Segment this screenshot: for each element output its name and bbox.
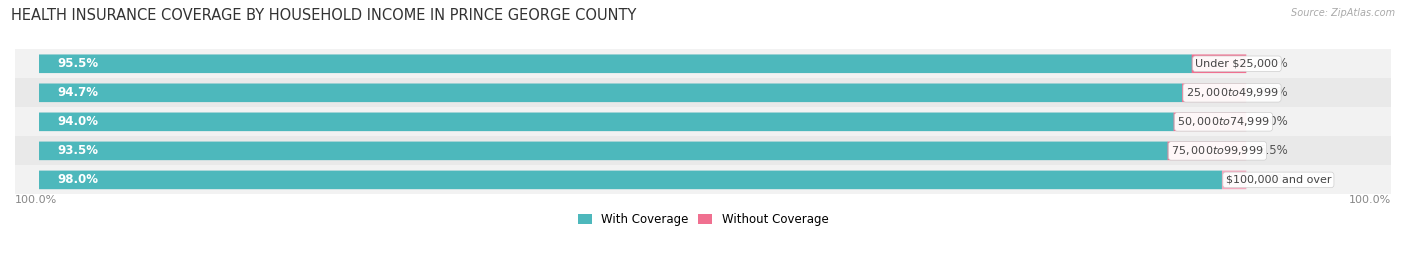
Text: 2.0%: 2.0% — [1258, 173, 1288, 186]
Text: Source: ZipAtlas.com: Source: ZipAtlas.com — [1291, 8, 1395, 18]
FancyBboxPatch shape — [39, 171, 1222, 189]
Bar — [15, 78, 1391, 107]
Text: Under $25,000: Under $25,000 — [1195, 59, 1278, 69]
Text: $50,000 to $74,999: $50,000 to $74,999 — [1177, 115, 1270, 128]
FancyBboxPatch shape — [1222, 171, 1246, 189]
Text: 93.5%: 93.5% — [58, 144, 98, 157]
Legend: With Coverage, Without Coverage: With Coverage, Without Coverage — [572, 208, 834, 231]
Text: 94.0%: 94.0% — [58, 115, 98, 128]
Text: 5.3%: 5.3% — [1258, 86, 1288, 99]
Text: 98.0%: 98.0% — [58, 173, 98, 186]
FancyBboxPatch shape — [39, 113, 1246, 131]
FancyBboxPatch shape — [1182, 83, 1246, 102]
FancyBboxPatch shape — [1174, 113, 1246, 131]
Text: HEALTH INSURANCE COVERAGE BY HOUSEHOLD INCOME IN PRINCE GEORGE COUNTY: HEALTH INSURANCE COVERAGE BY HOUSEHOLD I… — [11, 8, 637, 23]
Text: 100.0%: 100.0% — [15, 195, 58, 205]
FancyBboxPatch shape — [1192, 55, 1246, 73]
Bar — [15, 166, 1391, 194]
Text: 100.0%: 100.0% — [1348, 195, 1391, 205]
FancyBboxPatch shape — [39, 171, 1246, 189]
FancyBboxPatch shape — [39, 141, 1168, 160]
Bar — [15, 136, 1391, 166]
FancyBboxPatch shape — [39, 141, 1246, 160]
FancyBboxPatch shape — [39, 113, 1174, 131]
Text: 6.0%: 6.0% — [1258, 115, 1288, 128]
Text: $75,000 to $99,999: $75,000 to $99,999 — [1171, 144, 1264, 157]
FancyBboxPatch shape — [39, 55, 1192, 73]
FancyBboxPatch shape — [39, 83, 1182, 102]
Text: 6.5%: 6.5% — [1258, 144, 1288, 157]
Text: $25,000 to $49,999: $25,000 to $49,999 — [1185, 86, 1278, 99]
Bar — [15, 49, 1391, 78]
FancyBboxPatch shape — [39, 55, 1246, 73]
Text: $100,000 and over: $100,000 and over — [1226, 175, 1331, 185]
FancyBboxPatch shape — [39, 83, 1246, 102]
FancyBboxPatch shape — [1167, 141, 1246, 160]
Text: 95.5%: 95.5% — [58, 57, 98, 70]
Bar — [15, 107, 1391, 136]
Text: 94.7%: 94.7% — [58, 86, 98, 99]
Text: 4.5%: 4.5% — [1258, 57, 1288, 70]
